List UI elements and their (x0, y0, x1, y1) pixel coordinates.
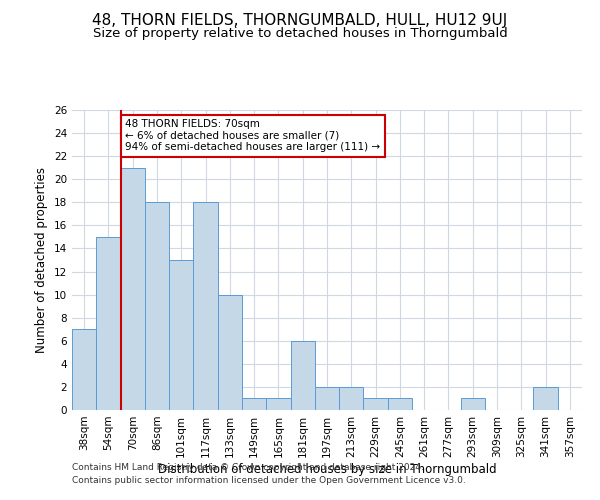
Bar (242, 398, 266, 410)
Bar (193, 202, 218, 410)
Bar (169, 260, 193, 410)
Y-axis label: Number of detached properties: Number of detached properties (35, 167, 49, 353)
Text: 48 THORN FIELDS: 70sqm
← 6% of detached houses are smaller (7)
94% of semi-detac: 48 THORN FIELDS: 70sqm ← 6% of detached … (125, 119, 380, 152)
Bar (145, 202, 169, 410)
Bar (72, 329, 96, 410)
Bar (364, 398, 388, 410)
Bar (96, 237, 121, 410)
Bar (533, 387, 558, 410)
Bar (461, 398, 485, 410)
Text: 48, THORN FIELDS, THORNGUMBALD, HULL, HU12 9UJ: 48, THORN FIELDS, THORNGUMBALD, HULL, HU… (92, 12, 508, 28)
Bar (121, 168, 145, 410)
Bar (218, 294, 242, 410)
Text: Contains public sector information licensed under the Open Government Licence v3: Contains public sector information licen… (72, 476, 466, 485)
Bar (266, 398, 290, 410)
Bar (388, 398, 412, 410)
Bar (315, 387, 339, 410)
Bar (290, 341, 315, 410)
Text: Contains HM Land Registry data © Crown copyright and database right 2024.: Contains HM Land Registry data © Crown c… (72, 464, 424, 472)
X-axis label: Distribution of detached houses by size in Thorngumbald: Distribution of detached houses by size … (158, 462, 496, 475)
Text: Size of property relative to detached houses in Thorngumbald: Size of property relative to detached ho… (92, 28, 508, 40)
Bar (339, 387, 364, 410)
